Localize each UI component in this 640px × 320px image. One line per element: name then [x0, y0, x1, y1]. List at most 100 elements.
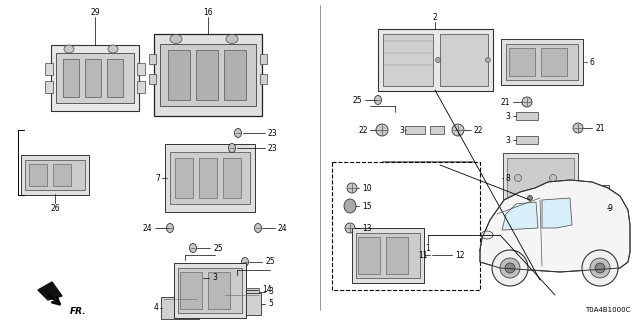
Text: T0A4B1000C: T0A4B1000C — [584, 307, 630, 313]
Bar — [516, 112, 538, 120]
Bar — [168, 50, 190, 100]
Bar — [180, 272, 202, 309]
Bar — [170, 152, 250, 204]
Ellipse shape — [166, 223, 173, 233]
Bar — [199, 158, 217, 198]
Bar — [332, 162, 480, 290]
Ellipse shape — [550, 174, 557, 181]
Ellipse shape — [492, 250, 528, 286]
Ellipse shape — [429, 188, 431, 191]
Ellipse shape — [419, 169, 422, 172]
Bar — [551, 190, 605, 226]
Bar — [165, 144, 255, 212]
Ellipse shape — [345, 223, 355, 233]
Text: 29: 29 — [90, 7, 100, 17]
Bar — [509, 48, 535, 76]
Bar — [149, 74, 156, 84]
Bar — [154, 34, 262, 116]
Bar — [208, 272, 230, 309]
Ellipse shape — [392, 219, 396, 221]
Text: 15: 15 — [362, 202, 372, 211]
Ellipse shape — [590, 258, 610, 278]
Text: 21: 21 — [500, 98, 510, 107]
Text: 24: 24 — [142, 223, 152, 233]
Ellipse shape — [595, 263, 605, 273]
Ellipse shape — [64, 45, 74, 53]
Text: 2: 2 — [433, 12, 437, 21]
Bar — [507, 158, 574, 198]
Text: 10: 10 — [362, 183, 372, 193]
Ellipse shape — [383, 219, 387, 221]
Ellipse shape — [344, 199, 356, 213]
Text: 5: 5 — [268, 300, 273, 308]
Ellipse shape — [429, 198, 431, 202]
Bar — [137, 81, 145, 93]
Ellipse shape — [401, 179, 404, 181]
Bar — [506, 44, 578, 80]
Text: 23: 23 — [268, 143, 278, 153]
Text: 9: 9 — [608, 204, 613, 212]
Ellipse shape — [108, 45, 118, 53]
Ellipse shape — [410, 169, 413, 172]
Ellipse shape — [374, 95, 381, 105]
Polygon shape — [378, 29, 493, 91]
Bar — [383, 34, 433, 86]
Ellipse shape — [438, 219, 440, 221]
Ellipse shape — [410, 179, 413, 181]
Ellipse shape — [447, 169, 449, 172]
Ellipse shape — [438, 179, 440, 181]
Ellipse shape — [573, 123, 583, 133]
Text: 11: 11 — [418, 251, 428, 260]
Ellipse shape — [429, 169, 431, 172]
Text: 7: 7 — [155, 173, 160, 182]
Polygon shape — [502, 202, 538, 230]
Ellipse shape — [438, 209, 440, 212]
Bar — [501, 39, 583, 85]
Ellipse shape — [401, 188, 404, 191]
Ellipse shape — [392, 169, 396, 172]
Bar — [386, 237, 408, 274]
Ellipse shape — [435, 58, 440, 62]
Bar — [352, 228, 424, 283]
Ellipse shape — [522, 97, 532, 107]
Bar — [63, 59, 79, 97]
Ellipse shape — [419, 209, 422, 212]
Ellipse shape — [401, 169, 404, 172]
Ellipse shape — [410, 188, 413, 191]
Text: 16: 16 — [203, 7, 213, 17]
Ellipse shape — [456, 169, 458, 172]
Ellipse shape — [419, 179, 422, 181]
Text: 14: 14 — [262, 285, 271, 294]
Bar — [224, 50, 246, 100]
Text: 23: 23 — [268, 129, 278, 138]
Ellipse shape — [447, 179, 449, 181]
Bar — [137, 63, 145, 75]
Ellipse shape — [347, 183, 357, 193]
Bar — [51, 45, 139, 111]
Bar — [503, 153, 578, 203]
Ellipse shape — [481, 231, 493, 239]
Polygon shape — [377, 162, 479, 234]
Ellipse shape — [410, 219, 413, 221]
Ellipse shape — [410, 209, 413, 212]
Bar — [260, 54, 267, 64]
Bar — [45, 63, 53, 75]
Text: 4: 4 — [153, 303, 158, 313]
Ellipse shape — [383, 209, 387, 212]
Bar — [516, 136, 538, 144]
Text: 25: 25 — [353, 95, 362, 105]
Bar — [107, 59, 123, 97]
Bar — [25, 160, 85, 190]
Bar — [440, 34, 488, 86]
Ellipse shape — [582, 250, 618, 286]
Bar — [181, 274, 203, 282]
Text: 3: 3 — [399, 125, 404, 134]
Bar — [21, 155, 89, 195]
Bar — [237, 288, 259, 296]
Ellipse shape — [500, 258, 520, 278]
Ellipse shape — [438, 198, 440, 202]
Ellipse shape — [410, 198, 413, 202]
Bar — [178, 268, 242, 313]
Ellipse shape — [392, 198, 396, 202]
Text: 1: 1 — [426, 244, 430, 252]
